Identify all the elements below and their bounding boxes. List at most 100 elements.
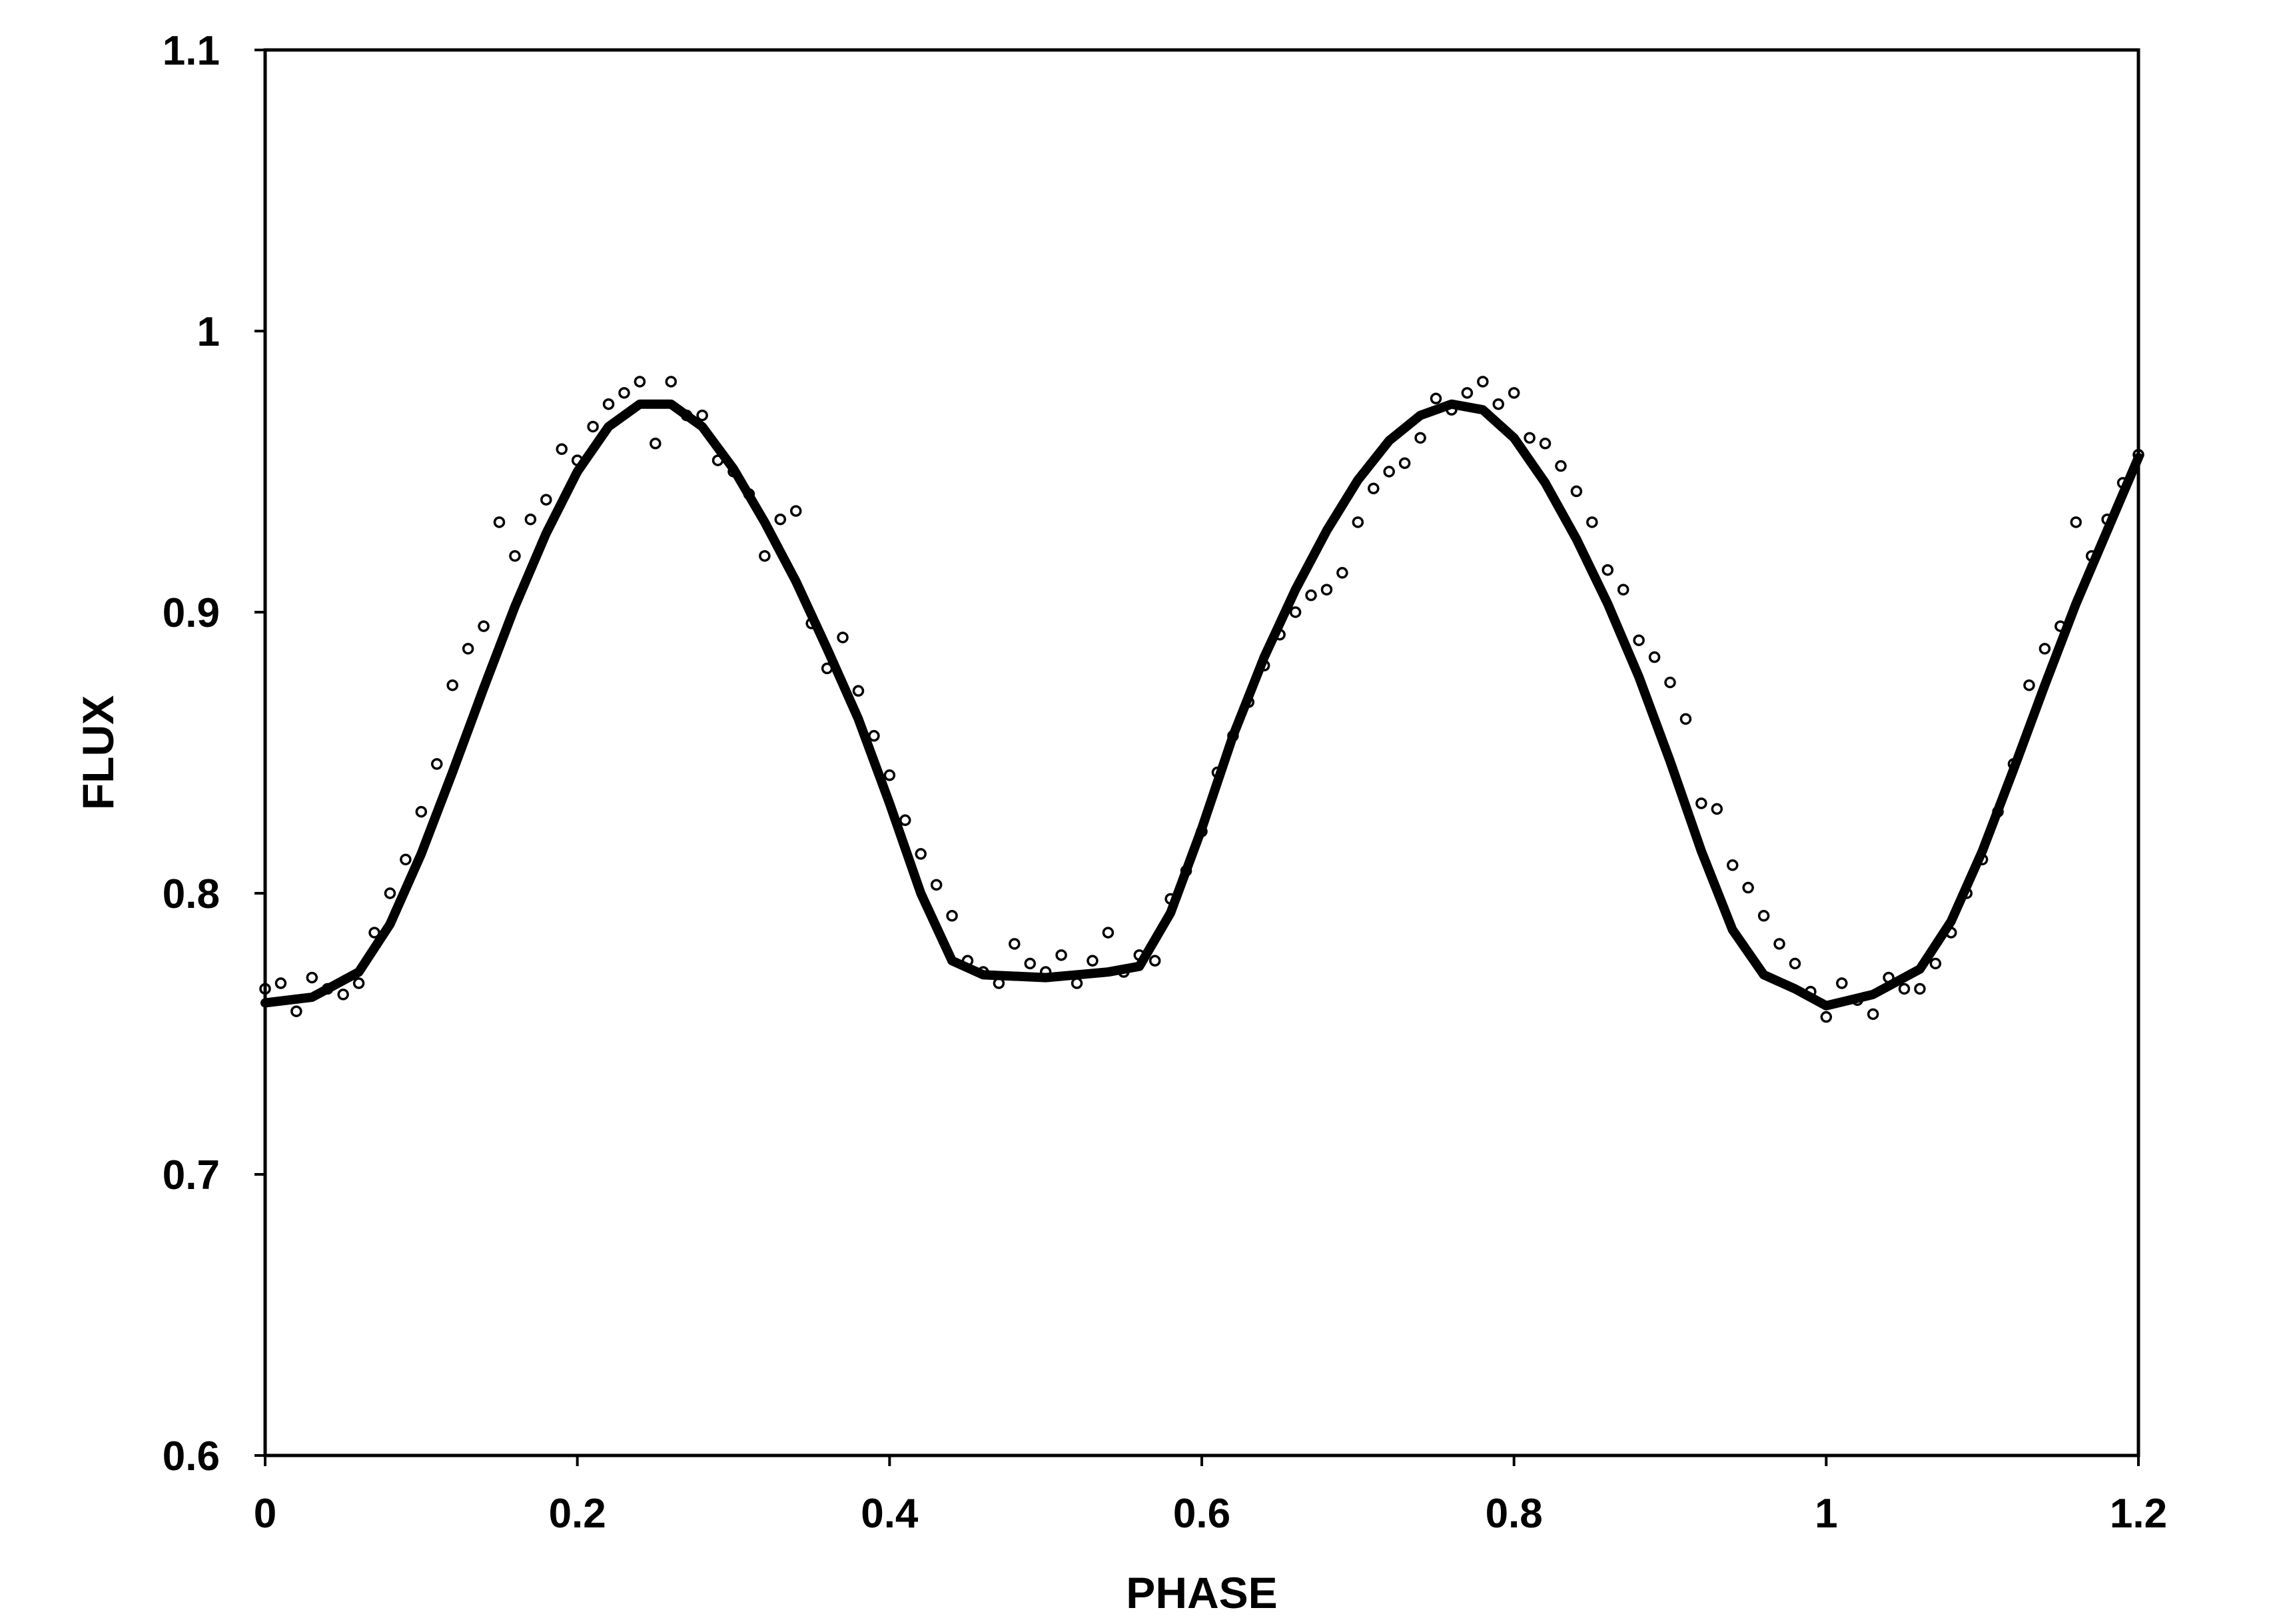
data-point [1368,482,1380,495]
data-point [774,513,787,526]
data-point [431,758,443,770]
data-point [1836,977,1848,989]
data-point [306,971,318,984]
data-point [2039,643,2051,655]
data-point [384,887,396,899]
data-point [665,376,678,388]
data-point [556,443,568,455]
x-tick-label: 0.4 [861,1491,919,1537]
y-tick-label: 0.8 [163,871,220,917]
data-point [1601,564,1614,576]
data-point [1024,957,1036,970]
data-point [415,805,428,818]
data-point [2023,679,2035,691]
data-point [524,513,537,526]
data-point [1336,567,1348,579]
y-axis-label: FLUX [73,695,123,810]
data-point [493,516,506,528]
data-point [946,910,958,922]
data-point [352,977,365,989]
data-point [1430,392,1442,405]
x-axis-ticks: 0 0.2 0.4 0.6 0.8 1 1.2 [254,1455,2167,1537]
data-point [540,494,552,506]
data-point [650,438,662,450]
data-point [337,989,349,1001]
x-tick-label: 0.8 [1486,1491,1543,1537]
data-point [400,853,412,866]
y-tick-label: 1.1 [163,28,220,74]
x-tick-label: 0 [254,1491,276,1537]
model-curve [260,399,2143,1011]
data-point [1398,457,1411,470]
data-point [1711,803,1723,815]
data-point [1664,676,1676,689]
data-point [899,814,911,827]
data-point [587,420,599,433]
data-point [852,685,865,697]
y-tick-label: 1 [197,309,220,355]
data-point [759,550,771,562]
data-point [462,643,474,655]
data-point [1742,881,1754,894]
data-point [1929,957,1942,970]
data-point [1524,432,1536,444]
x-tick-label: 1.2 [2110,1491,2167,1537]
data-point [1305,589,1317,602]
data-markers [259,376,2144,1023]
data-point [1508,387,1520,399]
data-point [837,631,849,643]
y-tick-label: 0.6 [163,1433,220,1479]
x-tick-label: 1 [1815,1491,1837,1537]
data-point [1695,797,1707,809]
data-point [915,848,927,860]
data-point [1492,398,1504,410]
x-tick-label: 0.6 [1173,1491,1230,1537]
data-point [1289,606,1302,618]
data-point [446,679,458,691]
data-point [1087,955,1099,967]
data-point [1009,938,1021,950]
data-point [1898,983,1911,995]
data-point [1148,955,1161,967]
data-point [696,409,708,422]
data-point [1539,438,1552,450]
data-point [509,550,521,562]
data-point [789,505,802,517]
data-point [1414,432,1426,444]
data-point [618,387,630,399]
y-tick-label: 0.7 [163,1152,220,1198]
data-point [1757,910,1770,922]
data-point [1352,516,1364,528]
data-point [1914,983,1926,995]
data-point [1383,466,1395,478]
data-point [1633,634,1645,646]
data-point [274,977,287,989]
model-curve-group [260,399,2143,1011]
data-point [1586,516,1598,528]
data-point [1461,387,1474,399]
data-point [634,376,646,388]
data-point [1773,938,1785,950]
data-point [1555,460,1567,472]
data-point [2070,516,2082,528]
data-point [1648,651,1661,663]
x-tick-label: 0.2 [549,1491,606,1537]
data-point [1789,957,1801,970]
data-point [1867,1008,1879,1020]
data-point [930,879,943,891]
data-point [290,1005,302,1017]
data-point [1570,485,1583,498]
data-point [1320,584,1333,596]
data-point [478,620,490,632]
data-point [1726,859,1739,871]
data-point [1820,1011,1833,1023]
data-point [602,398,615,410]
data-point [1477,376,1489,388]
data-point [1102,927,1115,939]
data-point [883,769,896,781]
y-tick-label: 0.9 [163,590,220,636]
data-point [1055,949,1067,961]
data-point [1617,584,1629,596]
